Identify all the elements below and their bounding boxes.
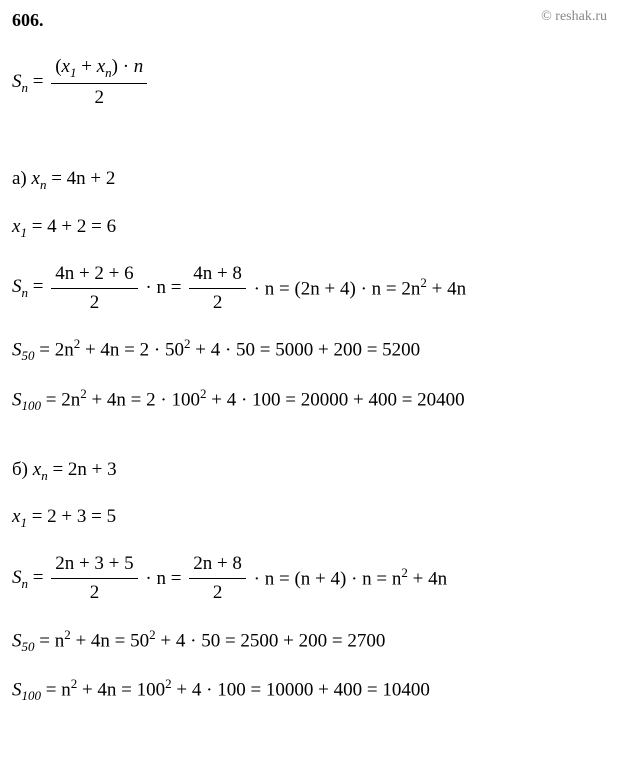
- part-b-xn: б) xn = 2n + 3: [12, 457, 607, 484]
- sym-S: S: [12, 276, 22, 297]
- end-text: + 4n: [427, 278, 466, 299]
- eq-rhs: = 4 + 2 = 6: [27, 216, 116, 237]
- sub-100: 100: [22, 398, 42, 413]
- paren-close-dot: ) ·: [112, 56, 134, 77]
- plus: +: [76, 56, 96, 77]
- fraction: 4n + 2 + 6 2: [51, 261, 137, 315]
- p1: = 2n: [35, 340, 74, 361]
- part-a-sn: Sn = 4n + 2 + 6 2 · n = 4n + 8 2 · n = (…: [12, 261, 607, 315]
- sym-S: S: [12, 340, 22, 361]
- numerator: 2n + 8: [189, 551, 246, 579]
- p3: + 4 · 100 = 20000 + 400 = 20400: [206, 389, 464, 410]
- sym-x: x: [32, 168, 40, 189]
- fraction: 2n + 3 + 5 2: [51, 551, 137, 605]
- sym-x: x: [33, 459, 41, 480]
- denominator: 2: [51, 579, 137, 606]
- sym-S: S: [12, 630, 22, 651]
- p1: = 2n: [41, 389, 80, 410]
- part-a-xn: а) xn = 4n + 2: [12, 166, 607, 193]
- sym-S: S: [12, 389, 22, 410]
- copyright-text: © reshak.ru: [541, 8, 607, 27]
- formula-main: Sn = (x1 + xn) · n 2: [12, 54, 607, 110]
- sym-x: x: [97, 56, 105, 77]
- part-a-x1: x1 = 4 + 2 = 6: [12, 214, 607, 241]
- eq-rhs: = 2n + 3: [48, 459, 117, 480]
- part-b-s50: S50 = n2 + 4n = 502 + 4 · 50 = 2500 + 20…: [12, 626, 607, 656]
- eq-sign: =: [28, 567, 43, 588]
- part-a-s100: S100 = 2n2 + 4n = 2 · 1002 + 4 · 100 = 2…: [12, 385, 607, 415]
- sub-50: 50: [22, 639, 35, 654]
- mid-text: · n =: [145, 275, 181, 301]
- sym-x: x: [62, 56, 70, 77]
- numerator: 4n + 2 + 6: [51, 261, 137, 289]
- sym-S: S: [12, 680, 22, 701]
- denominator: 2: [189, 289, 246, 316]
- eq-rhs: = 4n + 2: [46, 168, 115, 189]
- denominator: 2: [189, 579, 246, 606]
- mid-text: · n =: [145, 566, 181, 592]
- sym-S: S: [12, 567, 22, 588]
- fraction: 2n + 8 2: [189, 551, 246, 605]
- label-b: б): [12, 459, 33, 480]
- label-a: а): [12, 168, 32, 189]
- p3: + 4 · 100 = 10000 + 400 = 10400: [172, 680, 430, 701]
- problem-number: 606.: [12, 8, 44, 32]
- mid-text: · n = (n + 4) · n = n: [254, 569, 402, 590]
- end-text: + 4n: [408, 569, 447, 590]
- part-a-s50: S50 = 2n2 + 4n = 2 · 502 + 4 · 50 = 5000…: [12, 335, 607, 365]
- numerator: 4n + 8: [189, 261, 246, 289]
- numerator: 2n + 3 + 5: [51, 551, 137, 579]
- denominator: 2: [51, 84, 147, 111]
- part-b-sn: Sn = 2n + 3 + 5 2 · n = 2n + 8 2 · n = (…: [12, 551, 607, 605]
- p3: + 4 · 50 = 2500 + 200 = 2700: [156, 630, 386, 651]
- sub-100: 100: [22, 688, 42, 703]
- eq-sign: =: [28, 276, 43, 297]
- eq-sign: =: [28, 71, 43, 92]
- part-b-x1: x1 = 2 + 3 = 5: [12, 504, 607, 531]
- eq-rhs: = 2 + 3 = 5: [27, 506, 116, 527]
- p1: = n: [41, 680, 71, 701]
- p1: = n: [35, 630, 65, 651]
- fraction: 4n + 8 2: [189, 261, 246, 315]
- denominator: 2: [51, 289, 137, 316]
- sym-n: n: [134, 56, 144, 77]
- p2: + 4n = 50: [71, 630, 149, 651]
- p2: + 4n = 2 · 50: [80, 340, 184, 361]
- p3: + 4 · 50 = 5000 + 200 = 5200: [190, 340, 420, 361]
- mid-text: · n = (2n + 4) · n = 2n: [254, 278, 421, 299]
- p2: + 4n = 2 · 100: [87, 389, 200, 410]
- header: 606. © reshak.ru: [12, 8, 607, 32]
- sub-50: 50: [22, 348, 35, 363]
- sym-S: S: [12, 71, 22, 92]
- part-b-s100: S100 = n2 + 4n = 1002 + 4 · 100 = 10000 …: [12, 675, 607, 705]
- fraction: (x1 + xn) · n 2: [51, 54, 147, 110]
- p2: + 4n = 100: [77, 680, 165, 701]
